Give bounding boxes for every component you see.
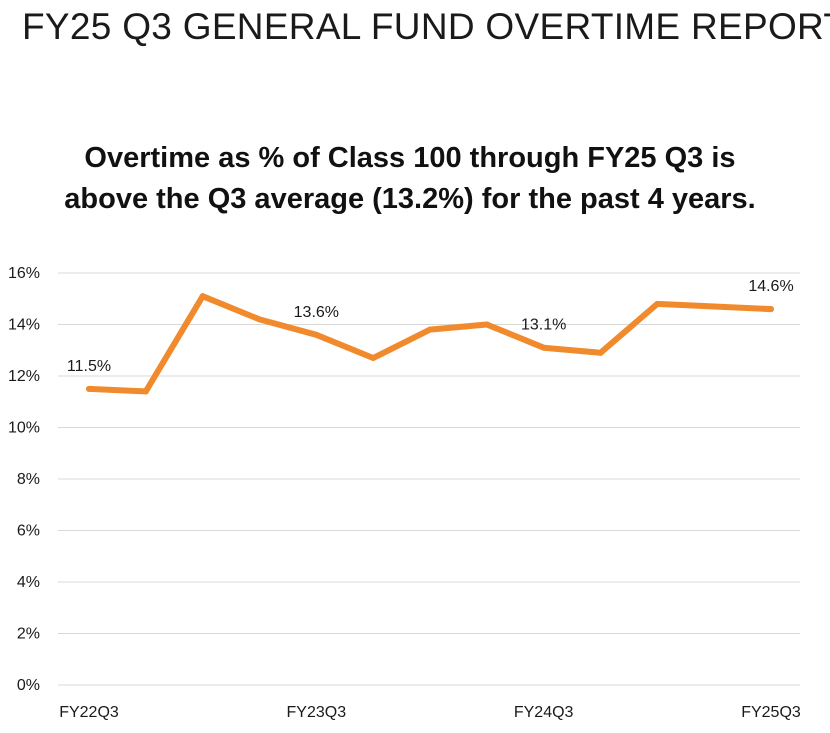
page-title: FY25 Q3 GENERAL FUND OVERTIME REPORT [22,6,830,47]
y-tick-label: 12% [8,368,40,385]
y-tick-label: 0% [17,677,40,694]
data-label: 14.6% [748,278,793,295]
data-point [199,293,206,300]
y-tick-label: 6% [17,523,40,540]
x-tick-label: FY25Q3 [741,704,801,721]
data-point [86,385,92,392]
data-point [483,321,490,328]
y-tick-label: 10% [8,420,40,437]
data-point [256,316,263,323]
chart-title: Overtime as % of Class 100 through FY25 … [64,142,756,215]
y-tick-label: 14% [8,317,40,334]
x-tick-label: FY22Q3 [59,704,119,721]
y-tick-label: 4% [17,574,40,591]
data-label: 11.5% [67,358,111,375]
data-point [654,300,661,307]
y-tick-label: 2% [17,626,40,643]
series-line [86,293,774,395]
data-label: 13.6% [294,304,339,321]
data-point [711,303,718,310]
data-point [142,388,149,395]
x-tick-label: FY23Q3 [287,704,347,721]
data-point [313,331,320,338]
data-label: 13.1% [521,317,566,334]
data-point [597,349,604,356]
x-tick-label: FY24Q3 [514,704,574,721]
data-point [370,354,377,361]
data-point [540,344,547,351]
y-tick-label: 8% [17,471,40,488]
data-point [427,326,433,333]
data-point [768,306,774,313]
y-tick-label: 16% [8,265,40,282]
